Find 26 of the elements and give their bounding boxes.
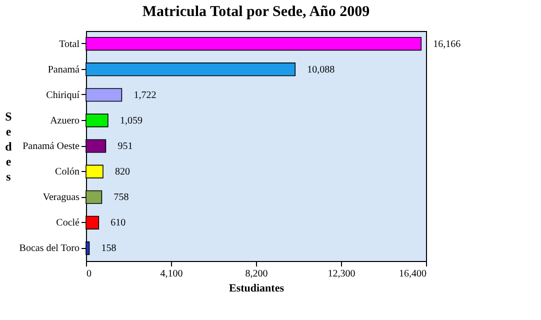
x-tick-label: 4,100 bbox=[160, 268, 183, 280]
data-label: 758 bbox=[114, 192, 129, 204]
x-tick-label: 0 bbox=[86, 268, 92, 280]
x-tick-label: 16,400 bbox=[399, 268, 426, 280]
chart-title: Matricula Total por Sede, Año 2009 bbox=[142, 4, 370, 20]
y-tick-label: Chiriquí bbox=[46, 90, 80, 101]
y-tick-label: Colón bbox=[55, 166, 80, 178]
data-label: 1,059 bbox=[120, 115, 142, 126]
data-label: 10,088 bbox=[307, 64, 335, 76]
y-tick-label: Panamá Oeste bbox=[22, 141, 80, 152]
y-axis-title: Sedes bbox=[5, 110, 12, 184]
y-tick-label: Total bbox=[59, 38, 80, 50]
x-tick-label: 12,300 bbox=[328, 268, 356, 280]
data-label: 1,722 bbox=[134, 90, 156, 101]
y-tick-label: Azuero bbox=[50, 115, 80, 126]
data-label: 951 bbox=[118, 141, 133, 152]
data-label: 820 bbox=[115, 166, 130, 178]
data-label: 16,166 bbox=[433, 38, 461, 50]
y-tick-label: Coclé bbox=[56, 218, 80, 229]
x-tick-label: 8,200 bbox=[245, 268, 268, 280]
data-label: 158 bbox=[101, 243, 116, 254]
data-label: 610 bbox=[110, 218, 126, 229]
x-axis-title: Estudiantes bbox=[228, 282, 285, 294]
y-tick-label: Panamá bbox=[48, 64, 80, 76]
y-tick-label: Bocas del Toro bbox=[19, 243, 80, 254]
y-tick-label: Veraguas bbox=[42, 192, 80, 204]
